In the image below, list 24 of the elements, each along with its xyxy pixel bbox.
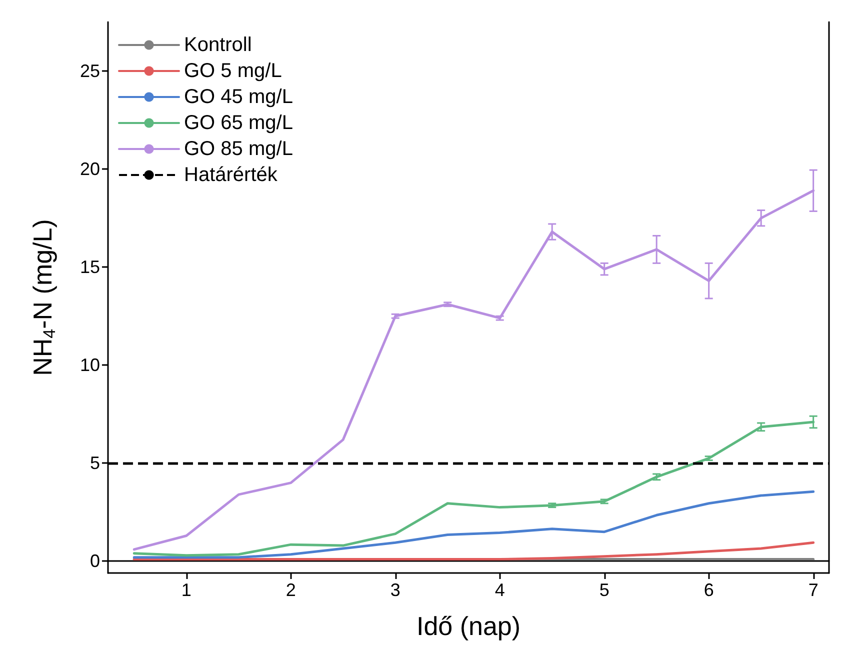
x-tick-label: 1 xyxy=(181,580,192,600)
y-axis-title: NH4-N (mg/L) xyxy=(28,219,59,376)
legend-label: GO 45 mg/L xyxy=(184,86,293,108)
x-tick-label: 3 xyxy=(390,580,400,600)
line-series xyxy=(132,490,815,559)
legend-label: Kontroll xyxy=(184,34,252,56)
x-tick-label: 6 xyxy=(704,580,714,600)
line-series xyxy=(132,541,815,561)
y-tick-label: 5 xyxy=(90,453,100,474)
y-tick-label: 15 xyxy=(80,257,100,278)
x-tick-label: 4 xyxy=(494,580,505,600)
legend-label: GO 65 mg/L xyxy=(184,112,293,134)
y-tick-label: 20 xyxy=(80,159,100,180)
y-tick-label: 25 xyxy=(80,61,100,82)
legend-label: GO 85 mg/L xyxy=(184,138,293,160)
line-series xyxy=(132,420,815,557)
y-tick-label: 10 xyxy=(80,355,100,376)
legend-label: GO 5 mg/L xyxy=(184,60,282,82)
x-axis-title: Idő (nap) xyxy=(416,611,521,641)
y-tick-label: 0 xyxy=(90,551,100,572)
x-tick-label: 7 xyxy=(808,580,818,600)
legend-label: Határérték xyxy=(184,164,278,186)
x-tick-label: 5 xyxy=(599,580,610,600)
x-tick-label: 2 xyxy=(286,580,296,600)
